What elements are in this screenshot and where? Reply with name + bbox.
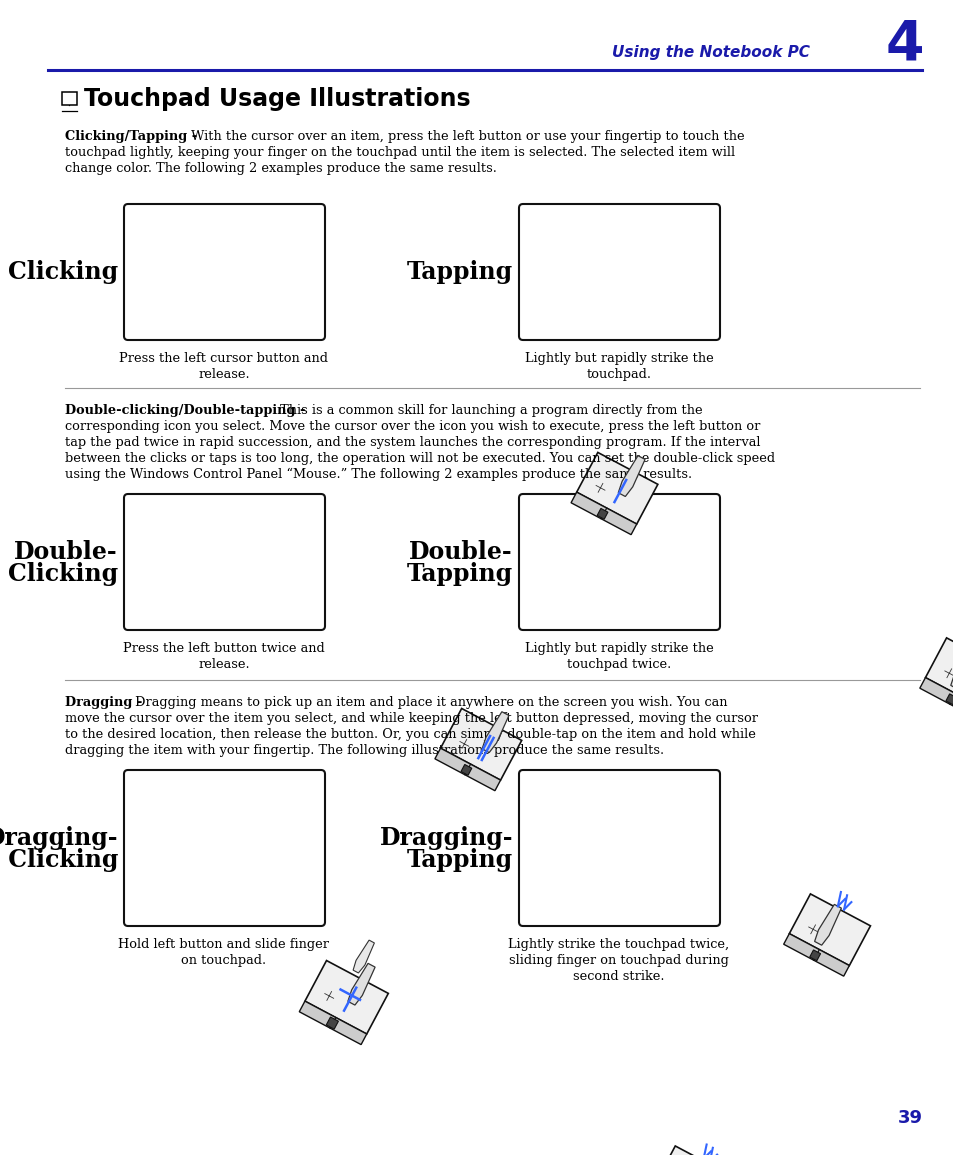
Text: using the Windows Control Panel “Mouse.” The following 2 examples produce the sa: using the Windows Control Panel “Mouse.”…	[65, 468, 691, 482]
Text: With the cursor over an item, press the left button or use your fingertip to tou: With the cursor over an item, press the …	[187, 131, 744, 143]
Polygon shape	[950, 648, 953, 690]
Bar	[924, 638, 953, 709]
Text: Press the left cursor button and: Press the left cursor button and	[119, 352, 328, 365]
Bar	[460, 765, 472, 775]
Text: dragging the item with your fingertip. The following illustrations produce the s: dragging the item with your fingertip. T…	[65, 744, 663, 757]
Bar	[809, 949, 820, 961]
Bar	[576, 453, 658, 524]
Text: Press the left button twice and: Press the left button twice and	[123, 642, 325, 655]
Bar	[788, 894, 869, 966]
Text: touchpad twice.: touchpad twice.	[566, 658, 670, 671]
Bar	[653, 1146, 737, 1155]
Text: touchpad lightly, keeping your finger on the touchpad until the item is selected: touchpad lightly, keeping your finger on…	[65, 146, 735, 159]
Text: Double-: Double-	[409, 541, 513, 564]
Bar	[299, 1001, 366, 1044]
Text: Tapping: Tapping	[406, 848, 513, 872]
FancyBboxPatch shape	[124, 494, 325, 629]
Text: Tapping: Tapping	[406, 562, 513, 586]
Bar	[945, 694, 953, 705]
Text: Dragging-: Dragging-	[0, 826, 118, 850]
Text: to the desired location, then release the button. Or, you can simply double-tap : to the desired location, then release th…	[65, 728, 755, 742]
Bar	[782, 933, 848, 976]
Text: move the cursor over the item you select, and while keeping the left button depr: move the cursor over the item you select…	[65, 711, 758, 725]
Text: This is a common skill for launching a program directly from the: This is a common skill for launching a p…	[275, 404, 702, 417]
Text: Clicking: Clicking	[8, 260, 118, 284]
Text: Clicking: Clicking	[0, 848, 118, 872]
Text: Double-: Double-	[14, 541, 118, 564]
Bar	[440, 708, 521, 780]
Text: between the clicks or taps is too long, the operation will not be executed. You : between the clicks or taps is too long, …	[65, 452, 774, 465]
Text: Touchpad Usage Illustrations: Touchpad Usage Illustrations	[84, 87, 470, 111]
Text: Dragging-: Dragging-	[379, 826, 513, 850]
Text: Clicking/Tapping -: Clicking/Tapping -	[65, 131, 197, 143]
Text: release.: release.	[198, 658, 250, 671]
FancyBboxPatch shape	[518, 494, 720, 629]
Text: Double-clicking/Double-tapping -: Double-clicking/Double-tapping -	[65, 404, 305, 417]
Text: second strike.: second strike.	[573, 970, 664, 983]
Text: Dragging means to pick up an item and place it anywhere on the screen you wish. : Dragging means to pick up an item and pl…	[131, 696, 727, 709]
Bar	[919, 678, 953, 720]
Text: 4: 4	[884, 17, 923, 70]
Bar	[326, 1018, 338, 1029]
Text: release.: release.	[198, 368, 250, 381]
FancyBboxPatch shape	[518, 770, 720, 926]
Text: Tapping: Tapping	[406, 260, 513, 284]
Bar	[435, 748, 500, 791]
FancyBboxPatch shape	[518, 204, 720, 340]
Text: Lightly but rapidly strike the: Lightly but rapidly strike the	[524, 642, 713, 655]
Polygon shape	[814, 904, 841, 945]
Bar	[305, 961, 388, 1034]
Text: Using the Notebook PC: Using the Notebook PC	[612, 45, 809, 60]
Polygon shape	[353, 940, 374, 973]
Text: Dragging -: Dragging -	[65, 696, 142, 709]
Text: 39: 39	[897, 1109, 922, 1127]
Text: Clicking: Clicking	[8, 562, 118, 586]
Text: Lightly strike the touchpad twice,: Lightly strike the touchpad twice,	[508, 938, 729, 951]
Text: Hold left button and slide finger: Hold left button and slide finger	[118, 938, 329, 951]
Polygon shape	[481, 711, 508, 753]
FancyBboxPatch shape	[124, 770, 325, 926]
Polygon shape	[348, 963, 375, 1005]
Text: corresponding icon you select. Move the cursor over the icon you wish to execute: corresponding icon you select. Move the …	[65, 420, 760, 433]
Text: tap the pad twice in rapid succession, and the system launches the corresponding: tap the pad twice in rapid succession, a…	[65, 435, 760, 449]
Bar	[571, 492, 636, 535]
Bar	[597, 508, 607, 520]
Text: touchpad.: touchpad.	[586, 368, 651, 381]
Text: Lightly but rapidly strike the: Lightly but rapidly strike the	[524, 352, 713, 365]
FancyBboxPatch shape	[124, 204, 325, 340]
Polygon shape	[618, 456, 644, 497]
Text: sliding finger on touchpad during: sliding finger on touchpad during	[509, 954, 728, 967]
Text: on touchpad.: on touchpad.	[181, 954, 266, 967]
Bar	[62, 92, 77, 105]
Text: change color. The following 2 examples produce the same results.: change color. The following 2 examples p…	[65, 162, 497, 176]
